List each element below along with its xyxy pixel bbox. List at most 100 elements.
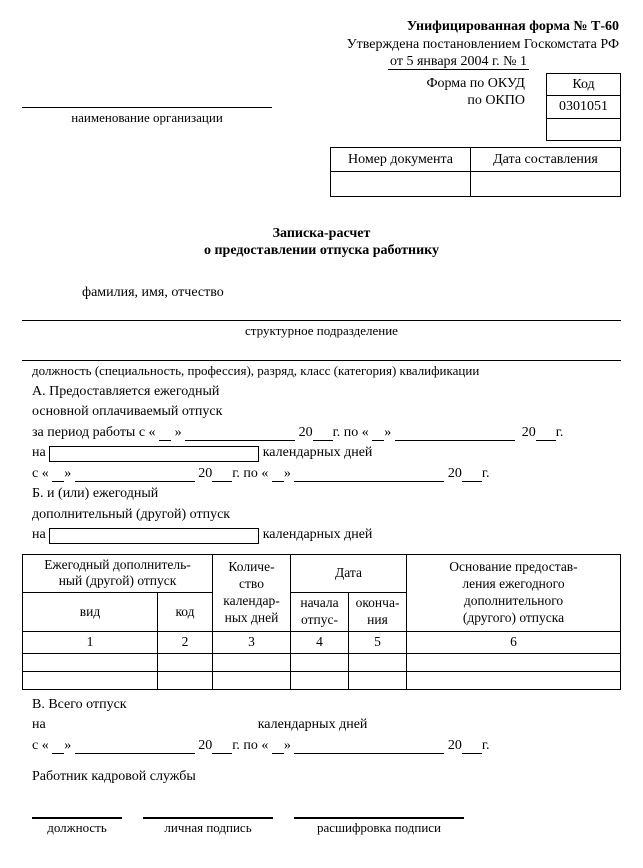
date-line: от 5 января 2004 г. № 1: [388, 54, 529, 70]
v-y2p: 20: [448, 738, 462, 753]
a-days-row: на календарных дней: [32, 444, 621, 462]
b-line2: дополнительный (другой) отпуск: [32, 506, 621, 524]
okpo-value: [547, 118, 621, 140]
org-name-line: [22, 86, 272, 108]
a-q1: за период работы с «: [32, 425, 156, 440]
a-r-day1: [52, 468, 64, 482]
v-na: на: [32, 717, 46, 732]
a-q2c: »: [384, 425, 391, 440]
v-day1: [52, 740, 64, 754]
colnum-5: 5: [349, 632, 407, 654]
a-y2e: г.: [556, 425, 564, 440]
a-r-month1: [75, 468, 195, 482]
okpo-label: по ОКПО: [467, 93, 525, 108]
okud-value: 0301051: [547, 96, 621, 119]
th-3b: оконча- ния: [349, 593, 407, 632]
docnum-val1: [331, 172, 471, 197]
colnum-3: 3: [213, 632, 291, 654]
a-y1p: 20: [299, 425, 313, 440]
v-days-row: на календарных дней: [32, 716, 621, 734]
a-s: с «: [32, 466, 49, 481]
v-y1: [212, 740, 232, 754]
position-caption: должность (специальность, профессия), ра…: [22, 363, 621, 379]
a-r-q2: »: [284, 466, 291, 481]
a-y2p: 20: [522, 425, 536, 440]
v-q2: »: [284, 738, 291, 753]
v-y1p: 20: [198, 738, 212, 753]
v-s: с «: [32, 738, 49, 753]
approved-line: Утверждена постановлением Госкомстата РФ: [347, 37, 619, 52]
a-month1: [185, 427, 295, 441]
a-month2: [395, 427, 515, 441]
th-1a: вид: [23, 593, 158, 632]
sig-position: должность: [32, 818, 122, 836]
okud-label: Форма по ОКУД: [426, 76, 525, 91]
docnum-val2: [471, 172, 621, 197]
v-po: г. по «: [232, 738, 268, 753]
a-r-po: г. по «: [232, 466, 268, 481]
colnum-1: 1: [23, 632, 158, 654]
table-row: [23, 671, 621, 689]
v-y2: [462, 740, 482, 754]
a-r-month2: [294, 468, 444, 482]
a-r-q1: »: [64, 466, 71, 481]
a-r-y2: [462, 468, 482, 482]
b-line1: Б. и (или) ежегодный: [32, 485, 621, 503]
fio-caption: фамилия, имя, отчество: [82, 285, 224, 300]
a-y1: [313, 427, 333, 441]
kod-header: Код: [547, 73, 621, 96]
v-line1: В. Всего отпуск: [32, 696, 621, 714]
a-day1: [159, 427, 171, 441]
colnum-4: 4: [291, 632, 349, 654]
a-range-row: с « » 20 г. по « » 20 г.: [32, 465, 621, 483]
code-block: Код 0301051: [546, 73, 621, 141]
fio-line: [22, 305, 621, 321]
hr-label: Работник кадровой службы: [32, 768, 621, 786]
a-days-box: [49, 446, 259, 462]
v-range-row: с « » 20 г. по « » 20 г.: [32, 737, 621, 755]
b-na: на: [32, 527, 46, 542]
b-days-box: [49, 528, 259, 544]
th-1b: код: [158, 593, 213, 632]
v-caldays: календарных дней: [258, 717, 368, 732]
a-day2: [372, 427, 384, 441]
th-4: Основание предостав- ления ежегодного до…: [407, 554, 621, 632]
form-line: Унифицированная форма № Т-60: [407, 19, 619, 34]
v-month2: [294, 740, 444, 754]
a-line1: А. Предоставляется ежегодный: [32, 383, 621, 401]
a-line2: основной оплачиваемый отпуск: [32, 403, 621, 421]
unit-caption: структурное подразделение: [22, 323, 621, 339]
th-2: Количе- ство календар- ных дней: [213, 554, 291, 632]
title-2: о предоставлении отпуска работнику: [22, 242, 621, 260]
b-days-row: на календарных дней: [32, 526, 621, 544]
a-period-row: за период работы с « » 20 г. по « » 20 г.: [32, 424, 621, 442]
a-r-y1p: 20: [198, 466, 212, 481]
th-3a: начала отпус-: [291, 593, 349, 632]
docnum-col2: Дата составления: [471, 147, 621, 172]
a-r-y2e: г.: [482, 466, 490, 481]
a-y2: [536, 427, 556, 441]
b-caldays: календарных дней: [263, 527, 373, 542]
table-row: [23, 653, 621, 671]
colnum-2: 2: [158, 632, 213, 654]
th-3: Дата: [291, 554, 407, 593]
docnum-col1: Номер документа: [331, 147, 471, 172]
v-day2: [272, 740, 284, 754]
th-1: Ежегодный дополнитель- ный (другой) отпу…: [23, 554, 213, 593]
org-caption: наименование организации: [22, 110, 272, 126]
docnum-table: Номер документа Дата составления: [330, 147, 621, 197]
a-na: на: [32, 445, 46, 460]
a-q1c: »: [175, 425, 182, 440]
sig-name: расшифровка подписи: [294, 818, 464, 836]
a-po1: г. по «: [333, 425, 369, 440]
v-y2e: г.: [482, 738, 490, 753]
colnum-6: 6: [407, 632, 621, 654]
a-r-y2p: 20: [448, 466, 462, 481]
v-q1: »: [64, 738, 71, 753]
a-caldays: календарных дней: [263, 445, 373, 460]
a-r-day2: [272, 468, 284, 482]
v-month1: [75, 740, 195, 754]
additional-leave-table: Ежегодный дополнитель- ный (другой) отпу…: [22, 554, 621, 690]
a-r-y1: [212, 468, 232, 482]
title-1: Записка-расчет: [22, 225, 621, 243]
